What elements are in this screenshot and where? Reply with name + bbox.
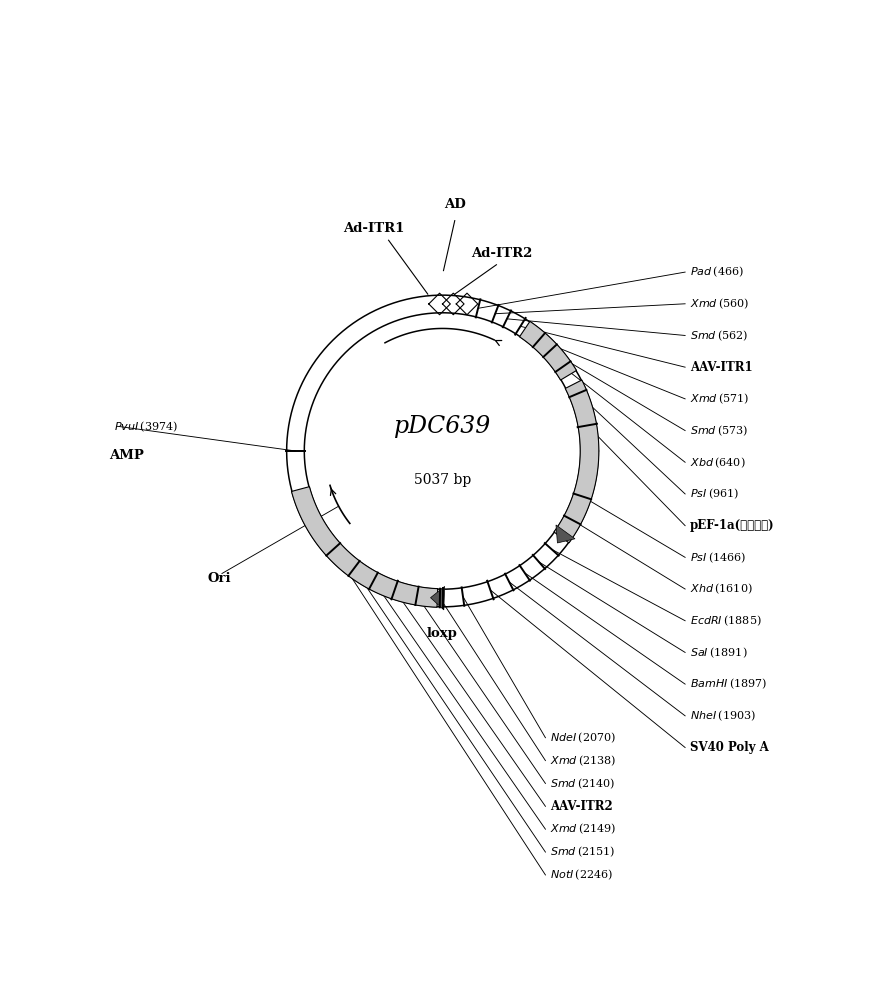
Text: $\it{Smd}$ (562): $\it{Smd}$ (562) — [690, 328, 749, 343]
Text: $\it{Xbd}$ (640): $\it{Xbd}$ (640) — [690, 455, 745, 470]
Text: pEF-1a(有内含子): pEF-1a(有内含子) — [690, 519, 774, 532]
Text: Ad-ITR1: Ad-ITR1 — [343, 222, 404, 235]
Text: AAV-ITR2: AAV-ITR2 — [550, 800, 613, 813]
Text: $\it{NdeI}$ (2070): $\it{NdeI}$ (2070) — [550, 730, 616, 745]
Text: $\it{EcdRI}$ (1885): $\it{EcdRI}$ (1885) — [690, 613, 762, 628]
Text: $\it{PsI}$ (1466): $\it{PsI}$ (1466) — [690, 550, 746, 565]
Text: AD: AD — [444, 198, 466, 211]
Polygon shape — [554, 380, 599, 543]
Text: Ori: Ori — [207, 572, 231, 585]
Text: $\it{Pad}$ (466): $\it{Pad}$ (466) — [690, 265, 743, 279]
Text: AMP: AMP — [109, 449, 144, 462]
Text: $\it{PsI}$ (961): $\it{PsI}$ (961) — [690, 487, 739, 501]
Text: $\it{Smd}$ (573): $\it{Smd}$ (573) — [690, 423, 748, 438]
Text: $\it{Xmd}$ (2149): $\it{Xmd}$ (2149) — [550, 822, 617, 836]
Text: SV40 Poly A: SV40 Poly A — [690, 741, 769, 754]
Text: $\it{NotI}$ (2246): $\it{NotI}$ (2246) — [550, 868, 613, 882]
Text: $\it{Xmd}$ (2138): $\it{Xmd}$ (2138) — [550, 753, 617, 768]
Text: $\it{Smd}$ (2140): $\it{Smd}$ (2140) — [550, 776, 616, 791]
Text: 5037 bp: 5037 bp — [414, 473, 471, 487]
Text: loxp: loxp — [427, 627, 458, 640]
Text: Ad-ITR2: Ad-ITR2 — [471, 247, 532, 260]
Text: $\it{Xhd}$ (1610): $\it{Xhd}$ (1610) — [690, 582, 752, 596]
Polygon shape — [519, 321, 576, 380]
Text: $\it{BamHI}$ (1897): $\it{BamHI}$ (1897) — [690, 677, 767, 691]
Polygon shape — [291, 487, 438, 607]
Text: $\it{Xmd}$ (571): $\it{Xmd}$ (571) — [690, 392, 749, 406]
Text: $\it{Smd}$ (2151): $\it{Smd}$ (2151) — [550, 845, 616, 859]
Text: AAV-ITR1: AAV-ITR1 — [690, 361, 752, 374]
Text: $\it{SaI}$ (1891): $\it{SaI}$ (1891) — [690, 645, 748, 660]
Polygon shape — [430, 586, 444, 610]
Text: pDC639: pDC639 — [394, 415, 491, 438]
Polygon shape — [556, 525, 575, 543]
Text: $\it{PvuI}$ (3974): $\it{PvuI}$ (3974) — [114, 419, 178, 434]
Text: $\it{NheI}$ (1903): $\it{NheI}$ (1903) — [690, 709, 756, 723]
Text: $\it{Xmd}$ (560): $\it{Xmd}$ (560) — [690, 297, 750, 311]
